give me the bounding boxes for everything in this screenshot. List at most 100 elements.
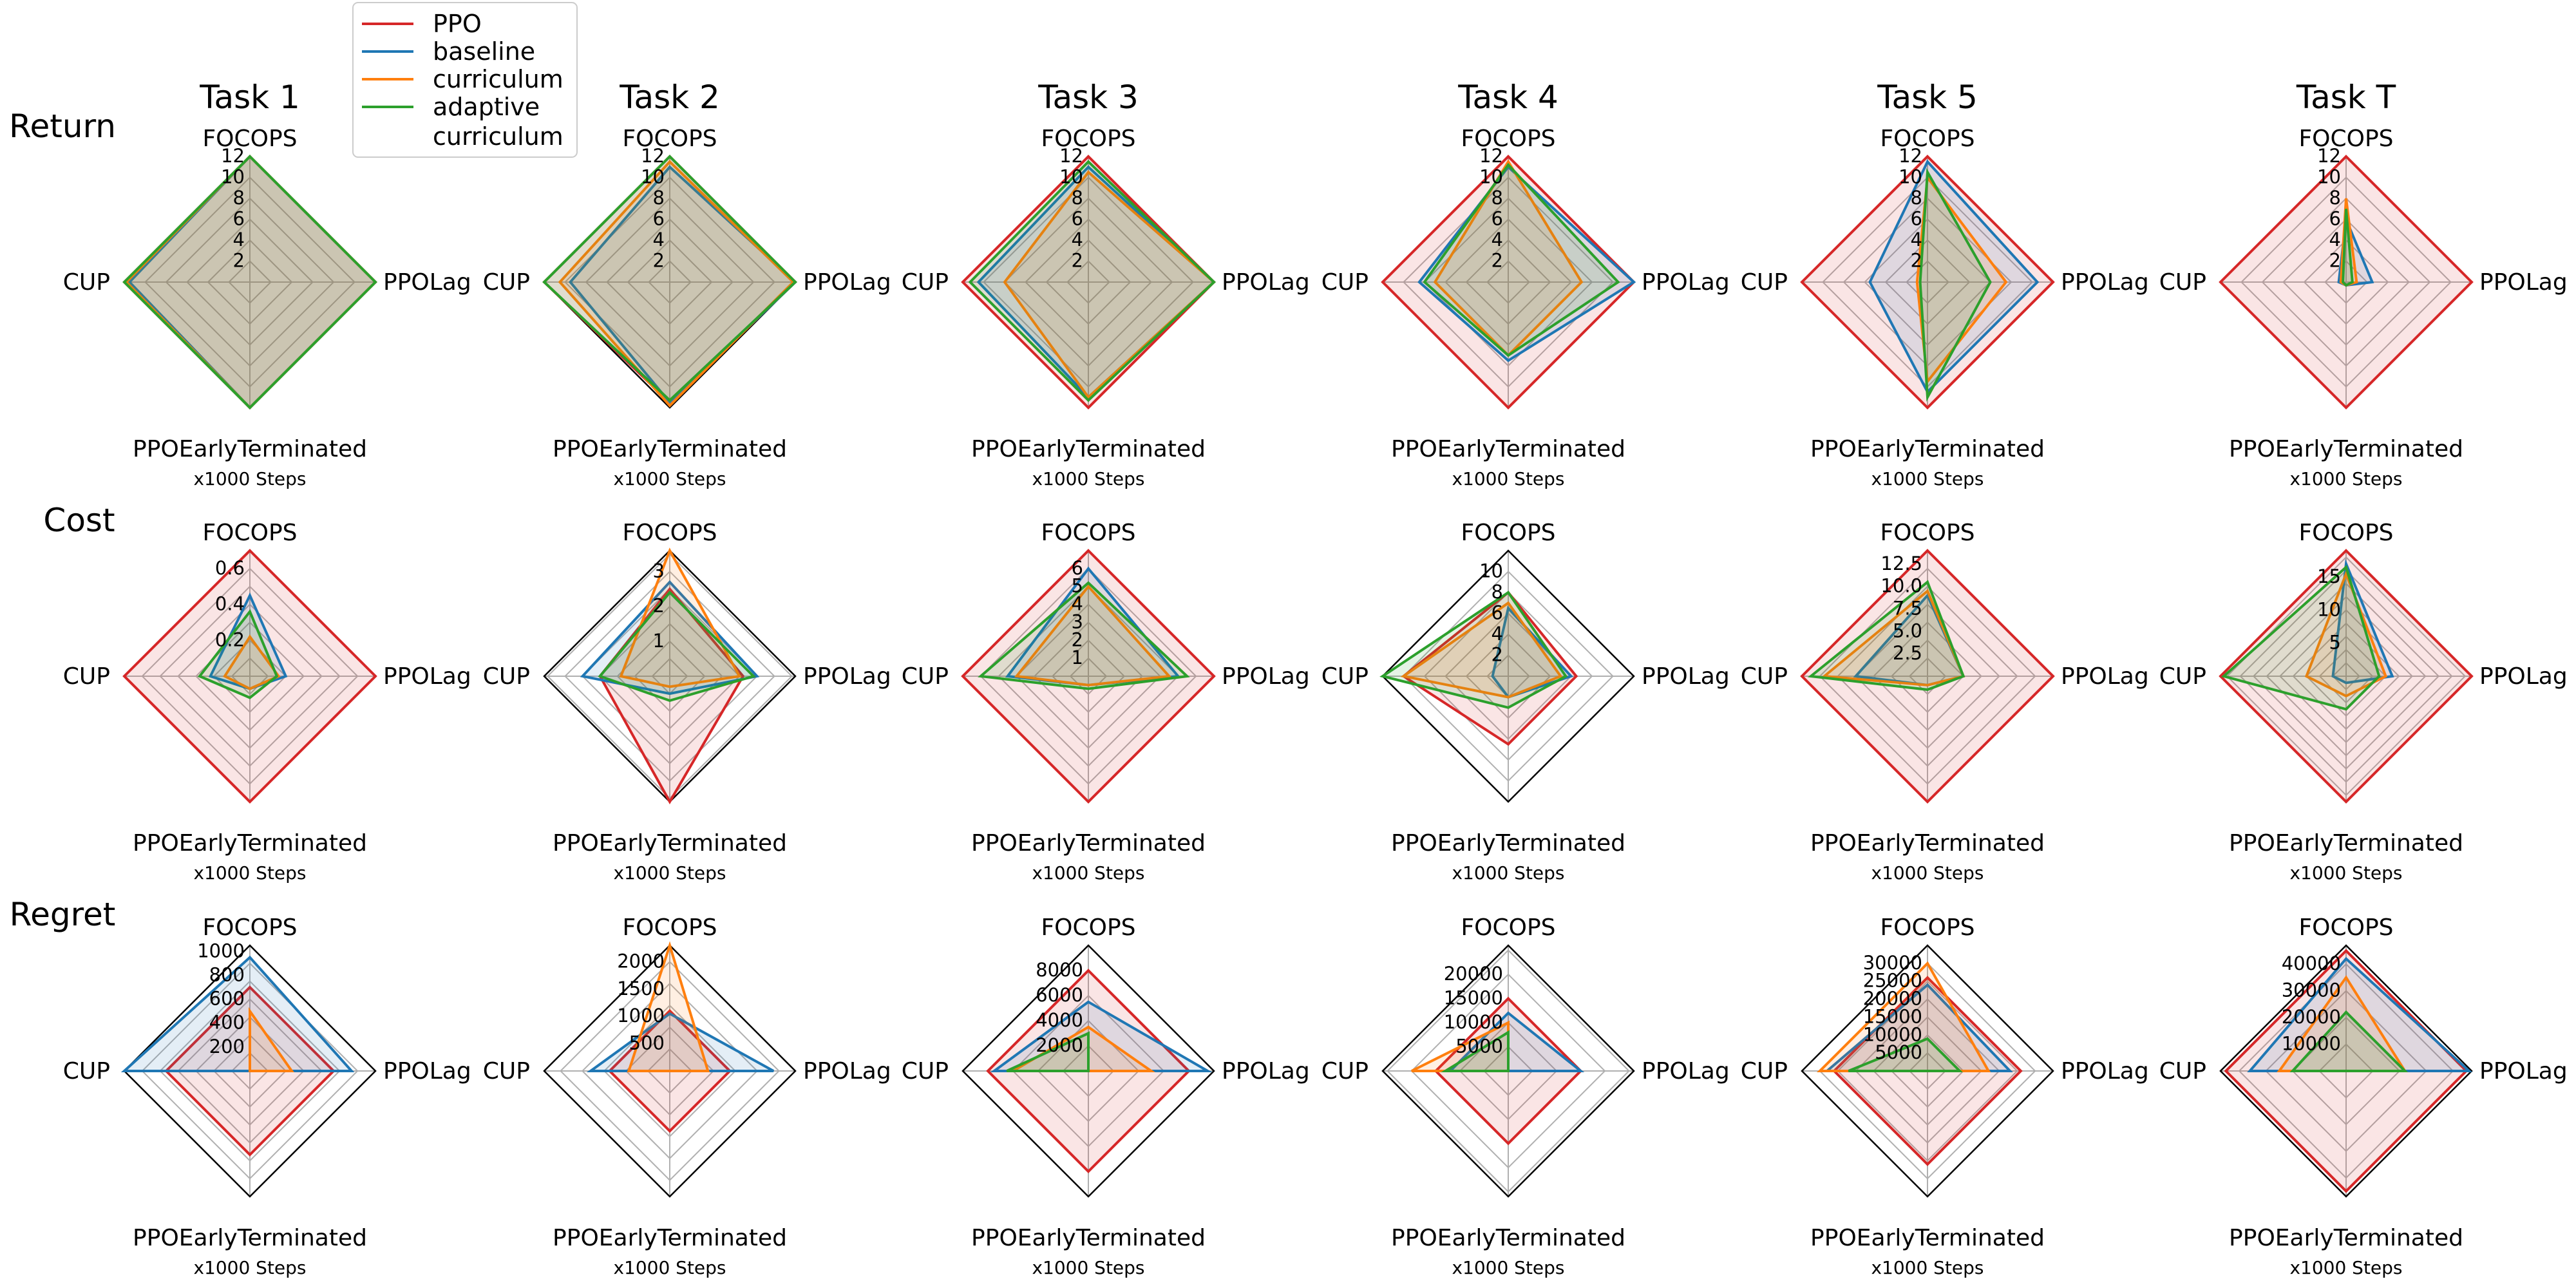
series-ppo — [2219, 155, 2474, 410]
radial-tick-label: 4 — [2329, 229, 2341, 251]
radial-tick-label: 800 — [209, 963, 245, 985]
row-label: Regret — [10, 896, 116, 933]
radial-tick-label: 2 — [653, 250, 665, 272]
radial-tick-label: 30000 — [1863, 952, 1922, 974]
outer-frame — [1381, 549, 1635, 803]
radial-tick-label: 1 — [1072, 647, 1083, 668]
radial-tick-label: 8 — [1072, 187, 1083, 209]
legend-label-curriculum: curriculum — [433, 65, 564, 93]
radar-panels: 24681012FOCOPSPPOLagPPOEarlyTerminatedCU… — [63, 126, 2568, 1278]
radial-tick-label: 2 — [1492, 644, 1503, 666]
axis-label-focops: FOCOPS — [1041, 126, 1135, 152]
series-adaptive-curriculum — [1441, 1030, 1510, 1072]
series-ppo — [2219, 549, 2474, 804]
axis-label-focops: FOCOPS — [2298, 520, 2393, 546]
column-title: Task 1 — [199, 79, 300, 116]
series-curriculum — [1014, 584, 1172, 687]
series-adaptive-curriculum — [1918, 167, 1992, 402]
axis-label-cup: CUP — [63, 269, 110, 296]
axis-label-focops: FOCOPS — [1880, 126, 1975, 152]
radial-tick-label: 6 — [653, 208, 665, 230]
radial-tick-label: 4 — [1072, 229, 1083, 251]
axis-label-ppoearlyterminated: PPOEarlyTerminated — [133, 436, 367, 462]
axis-label-ppoearlyterminated: PPOEarlyTerminated — [1810, 436, 2045, 462]
radial-tick-label: 12 — [221, 145, 245, 167]
axis-label-cup: CUP — [63, 1058, 110, 1084]
radial-tick-label: 2.5 — [1893, 642, 1922, 664]
axis-label-ppoearlyterminated: PPOEarlyTerminated — [133, 1225, 367, 1251]
radial-tick-label: 6000 — [1036, 984, 1083, 1006]
radial-tick-label: 6 — [1492, 208, 1503, 230]
axis-label-cup: CUP — [2159, 1058, 2206, 1084]
series-adaptive-curriculum — [1848, 1037, 1963, 1072]
axis-label-cup: CUP — [483, 269, 530, 296]
radial-tick-label: 4 — [233, 229, 245, 251]
radial-tick-label: 10.0 — [1880, 575, 1922, 597]
radial-tick-label: 12 — [1899, 145, 1922, 167]
steps-label: x1000 Steps — [1871, 1257, 1984, 1278]
axis-label-focops: FOCOPS — [622, 126, 717, 152]
axis-label-ppoearlyterminated: PPOEarlyTerminated — [971, 830, 1206, 857]
radial-tick-label: 30000 — [2282, 980, 2341, 1001]
steps-label: x1000 Steps — [613, 862, 726, 884]
series-curriculum — [1400, 601, 1563, 699]
axis-label-ppoearlyterminated: PPOEarlyTerminated — [553, 1225, 787, 1251]
radial-tick-label: 5 — [2329, 632, 2341, 654]
axis-label-cup: CUP — [63, 663, 110, 690]
axis-label-ppoearlyterminated: PPOEarlyTerminated — [1810, 1225, 2045, 1251]
column-title: Task 3 — [1037, 79, 1139, 116]
axis-label-ppolag: PPOLag — [1642, 269, 1730, 296]
axis-label-ppolag: PPOLag — [1222, 663, 1310, 690]
axis-label-ppoearlyterminated: PPOEarlyTerminated — [1391, 436, 1625, 462]
radial-tick-label: 2000 — [617, 950, 665, 972]
radial-tick-label: 10000 — [1863, 1023, 1922, 1045]
axis-label-ppolag: PPOLag — [1222, 1058, 1310, 1084]
axis-label-ppolag: PPOLag — [803, 269, 891, 296]
steps-label: x1000 Steps — [613, 1257, 726, 1278]
radial-tick-label: 1 — [653, 630, 665, 652]
radar-cost-task-5: 2.55.07.510.012.5 FOCOPS PPOLag PPOEarlyTer… — [1741, 520, 2149, 884]
column-title: Task 2 — [619, 79, 720, 116]
series-ppo — [961, 549, 1216, 804]
axis-label-cup: CUP — [1321, 1058, 1368, 1084]
axis-label-ppoearlyterminated: PPOEarlyTerminated — [2229, 1225, 2463, 1251]
axis-label-ppolag: PPOLag — [803, 663, 891, 690]
axis-label-ppolag: PPOLag — [1222, 269, 1310, 296]
radial-tick-label: 15000 — [1863, 1005, 1922, 1027]
radial-tick-label: 6 — [2329, 208, 2341, 230]
radial-tick-label: 600 — [209, 988, 245, 1010]
radial-tick-label: 10 — [1479, 166, 1503, 188]
radial-tick-label: 6 — [233, 208, 245, 230]
axis-label-ppolag: PPOLag — [383, 663, 471, 690]
legend-label-ppo: PPO — [433, 10, 482, 38]
radial-tick-label: 4000 — [1036, 1009, 1083, 1031]
radial-tick-label: 0.2 — [215, 629, 245, 650]
series-adaptive-curriculum — [1379, 591, 1568, 709]
radial-tick-label: 2000 — [1036, 1034, 1083, 1056]
radial-tick-label: 4 — [1492, 229, 1503, 251]
radial-tick-label: 6 — [1492, 602, 1503, 624]
radial-tick-label: 2 — [653, 595, 665, 617]
radial-tick-label: 10 — [221, 166, 245, 188]
axis-label-ppolag: PPOLag — [1642, 663, 1730, 690]
radial-tick-label: 400 — [209, 1012, 245, 1034]
radial-tick-label: 20000 — [2282, 1006, 2341, 1028]
axis-label-cup: CUP — [1741, 1058, 1788, 1084]
radial-tick-label: 12 — [641, 145, 665, 167]
axis-label-cup: CUP — [902, 663, 949, 690]
radial-tick-label: 8 — [1492, 187, 1503, 209]
axis-label-focops: FOCOPS — [1461, 914, 1555, 941]
steps-label: x1000 Steps — [1871, 862, 1984, 884]
series-adaptive-curriculum — [598, 591, 756, 702]
radial-tick-label: 4 — [1492, 623, 1503, 645]
radial-tick-label: 12 — [1479, 145, 1503, 167]
series-adaptive-curriculum — [542, 155, 797, 402]
radial-tick-label: 200 — [209, 1036, 245, 1057]
